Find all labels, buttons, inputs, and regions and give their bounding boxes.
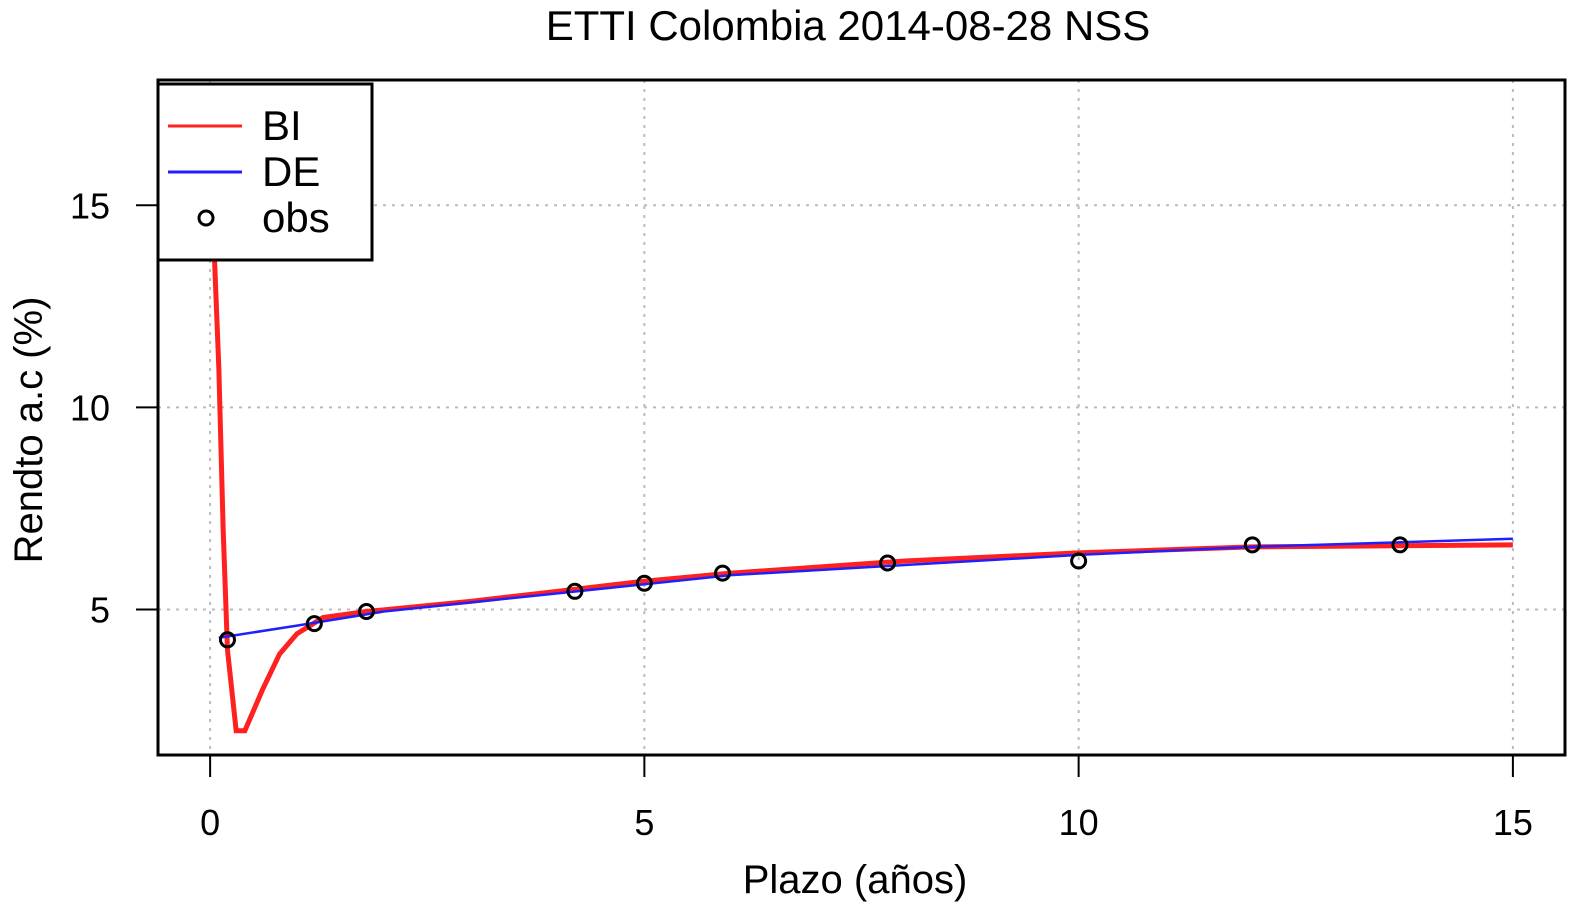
chart-title: ETTI Colombia 2014-08-28 NSS [546, 2, 1151, 49]
obs-point [357, 603, 375, 621]
x-tick-label: 15 [1493, 802, 1533, 843]
series-line [211, 257, 1513, 734]
y-tick-label: 15 [70, 185, 110, 226]
obs-point [218, 631, 236, 649]
obs-point [1070, 552, 1088, 570]
x-tick-label: 0 [200, 802, 220, 843]
legend-label: obs [262, 194, 330, 241]
plot-frame [156, 78, 1567, 757]
y-tick-label: 5 [90, 589, 110, 630]
obs-point [635, 574, 653, 592]
x-tick-label: 5 [634, 802, 654, 843]
series-line [218, 537, 1513, 640]
obs-point [879, 554, 897, 572]
obs-point [1243, 536, 1261, 554]
x-axis-label: Plazo (años) [743, 858, 968, 902]
obs-point [714, 564, 732, 582]
obs-point [566, 582, 584, 600]
obs-point [1391, 536, 1409, 554]
obs-point [305, 615, 323, 633]
x-tick-label: 10 [1059, 802, 1099, 843]
y-axis-label: Rendto a.c (%) [7, 297, 51, 564]
legend-symbol [197, 209, 215, 227]
y-tick-label: 10 [70, 387, 110, 428]
legend-label: BI [262, 102, 302, 149]
legend-label: DE [262, 148, 320, 195]
